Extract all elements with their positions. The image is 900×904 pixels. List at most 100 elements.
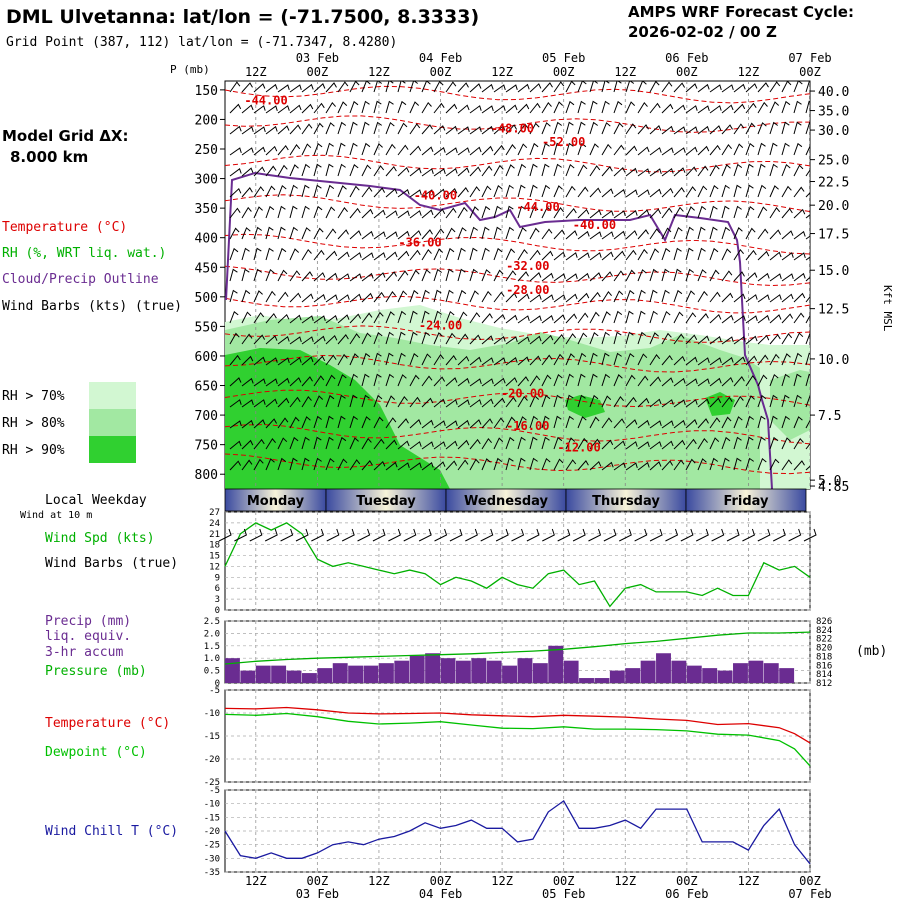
pressure-tick-label: 200 [195, 113, 218, 128]
wind-barb [673, 186, 685, 198]
wind-barb [805, 192, 810, 198]
wind-barb [409, 230, 422, 240]
wind-barb [673, 419, 686, 429]
wind-barb [313, 102, 325, 114]
wind-barb [313, 395, 324, 408]
wind-barb [649, 398, 662, 408]
wind-barb [805, 373, 810, 387]
wind-barb [457, 268, 466, 282]
wind-barb [409, 352, 419, 366]
wind-barb [253, 206, 263, 219]
wind-barb [229, 247, 239, 261]
wind-barb [589, 291, 601, 303]
wind-barb [553, 333, 565, 345]
top-date-label: 04 Feb [419, 51, 462, 65]
wind-barb [685, 105, 698, 114]
wind-barb [529, 436, 538, 450]
surface-wind-barb [572, 528, 586, 542]
wind-barb [673, 226, 683, 240]
wind-barb [349, 121, 358, 135]
wind-barb [757, 436, 766, 450]
wind-barb [469, 334, 482, 345]
wind-barb [241, 147, 254, 156]
wind-barb [301, 248, 312, 261]
surface-wind-barb [434, 528, 448, 542]
wind-barb [529, 272, 542, 282]
wind-barb [253, 126, 266, 135]
bottom-hour-label: 00Z [307, 874, 329, 888]
panel-tick-label: 0 [215, 606, 220, 616]
surface-wind-barb [680, 528, 694, 542]
wind-barb [505, 336, 518, 345]
wind-barb [505, 396, 517, 408]
wind-barb [745, 436, 754, 450]
wind-barb [325, 334, 338, 345]
wind-barb [457, 227, 467, 240]
wind-barb [277, 105, 290, 114]
wind-barb [241, 311, 252, 324]
wind-barb [289, 357, 302, 366]
wind-barb [769, 207, 781, 219]
wind-barb [505, 416, 516, 429]
wind-barb [649, 102, 661, 114]
wind-barb [601, 81, 610, 93]
wind-barb [313, 415, 322, 429]
wind-barb [637, 168, 650, 177]
wind-barb [565, 353, 575, 366]
wind-barb [253, 419, 266, 429]
wind-at-label: Wind at 10 m [20, 510, 92, 521]
top-date-label: 05 Feb [542, 51, 585, 65]
wind-barb [373, 100, 382, 114]
grid-point-subtitle: Grid Point (387, 112) lat/lon = (-71.734… [6, 35, 397, 50]
wind-barb [277, 164, 288, 177]
precip-bar [733, 663, 748, 683]
wind-barb [361, 252, 374, 261]
wind-barb [253, 356, 266, 366]
wind-barb [529, 315, 542, 324]
rh70-label: RH > 70% [2, 389, 65, 404]
wind-barb [433, 188, 446, 198]
pressure-tick-label: 450 [195, 261, 218, 276]
wind-barb [361, 394, 370, 408]
kft-tick-label: 7.5 [818, 409, 841, 424]
wind-barb [421, 461, 434, 471]
wind-barb [277, 125, 290, 135]
wind-chill-label: Wind Chill T (°C) [45, 824, 178, 839]
wind-barb [553, 436, 563, 450]
wind-barb [277, 205, 286, 219]
wind-barb [757, 250, 770, 261]
temperature-line [224, 706, 811, 744]
wind-barb [589, 416, 600, 429]
surface-wind-barb [619, 528, 632, 542]
wind-barb [265, 105, 278, 114]
wind-barb [421, 310, 430, 324]
wind-barb [385, 251, 398, 261]
wind-barb [601, 122, 611, 135]
wind-barb [505, 248, 516, 261]
wind-barb [553, 373, 563, 387]
wind-barb [313, 436, 322, 450]
wind-barb [625, 289, 635, 303]
precip-bar [348, 665, 364, 683]
wind-barb [661, 377, 674, 387]
wind-barb [457, 333, 469, 345]
precip-bar [640, 660, 656, 683]
wind-barb [553, 458, 564, 471]
surface-wind-barb [372, 528, 386, 542]
wind-barb [265, 165, 277, 177]
wind-barb [601, 251, 614, 261]
pressure-tick-label: 600 [195, 350, 218, 365]
page-title: DML Ulvetanna: lat/lon = (-71.7500, 8.33… [6, 6, 479, 28]
wind-barb [601, 373, 611, 387]
wind-barb [481, 398, 494, 408]
wind-barb [229, 289, 238, 303]
wind-barb [361, 121, 370, 135]
wind-barb [469, 83, 482, 93]
wind-barb [733, 356, 746, 366]
wind-barb [445, 354, 457, 366]
wind-barb [565, 415, 574, 429]
wind-barb [469, 226, 478, 240]
wind-barb [793, 460, 805, 471]
wind-barb [397, 440, 410, 450]
precip-bar [609, 670, 625, 683]
